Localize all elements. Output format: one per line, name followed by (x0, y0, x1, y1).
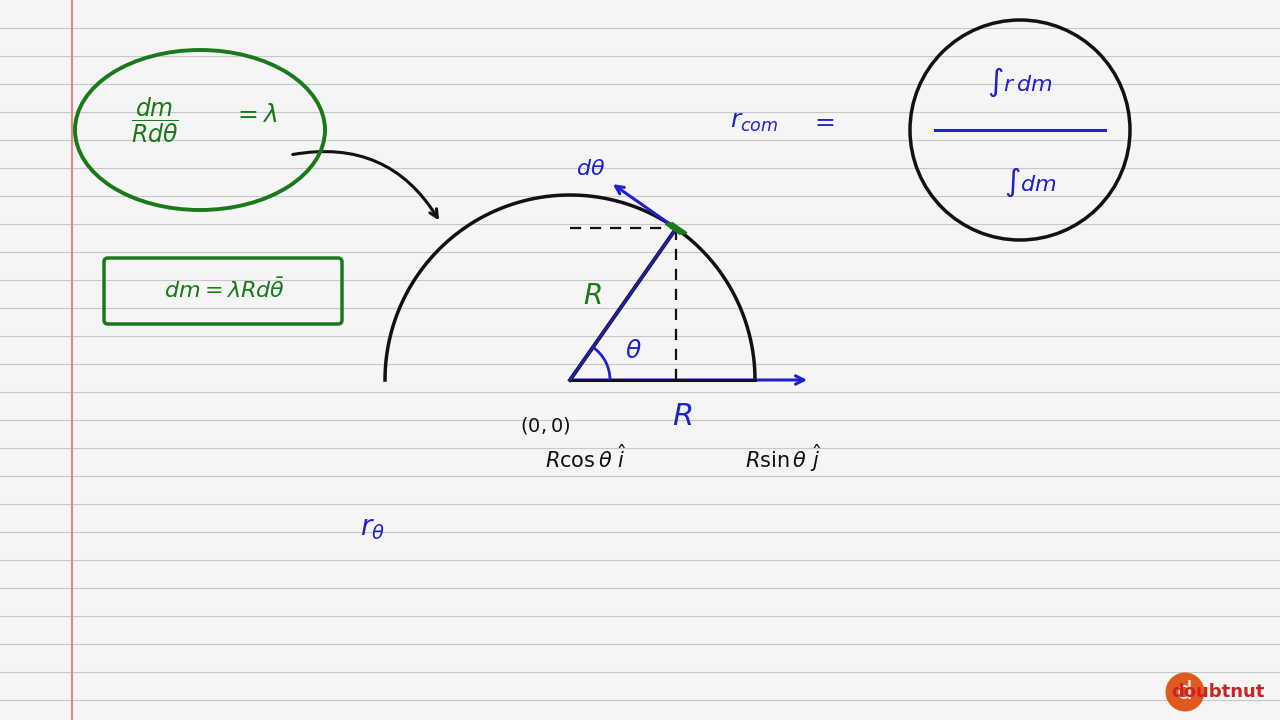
Text: $r_{com}$: $r_{com}$ (730, 110, 778, 134)
Text: $r_\theta$: $r_\theta$ (360, 514, 385, 541)
Text: $R\cos\theta\ \hat{i}$: $R\cos\theta\ \hat{i}$ (545, 444, 626, 472)
Text: $\int dm$: $\int dm$ (1004, 166, 1056, 199)
Text: $R\sin\theta\ \hat{j}$: $R\sin\theta\ \hat{j}$ (745, 442, 822, 474)
Text: $(0,0)$: $(0,0)$ (520, 415, 571, 436)
Text: $\theta$: $\theta$ (625, 339, 641, 363)
Text: $R$: $R$ (582, 282, 602, 310)
Text: d: d (1178, 680, 1193, 704)
Text: $=$: $=$ (810, 109, 835, 133)
Text: $= \lambda$: $= \lambda$ (233, 103, 278, 127)
Text: $\int r\,dm$: $\int r\,dm$ (987, 66, 1052, 99)
Text: $R$: $R$ (672, 402, 692, 431)
Text: $dm = \lambda Rd\bar{\theta}$: $dm = \lambda Rd\bar{\theta}$ (164, 278, 285, 302)
Text: $\dfrac{dm}{Rd\theta}$: $\dfrac{dm}{Rd\theta}$ (131, 95, 179, 145)
Text: doubtnut: doubtnut (1171, 683, 1265, 701)
Text: $d\theta$: $d\theta$ (576, 158, 605, 179)
